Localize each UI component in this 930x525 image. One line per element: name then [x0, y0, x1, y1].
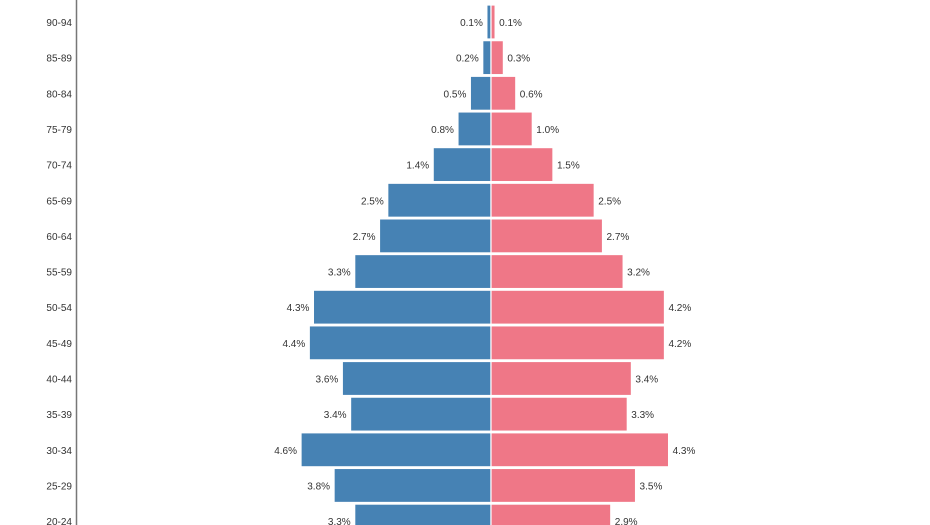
data-label: 4.4% — [282, 339, 305, 350]
right-bar — [490, 75, 517, 111]
data-label: 0.5% — [444, 89, 467, 100]
y-tick-label: 75-79 — [46, 125, 72, 136]
y-tick-label: 60-64 — [46, 232, 72, 243]
data-label: 0.1% — [499, 18, 522, 29]
y-tick-label: 85-89 — [46, 54, 72, 65]
right-bar — [490, 289, 666, 325]
y-tick-label: 25-29 — [46, 481, 72, 492]
data-label: 1.0% — [536, 125, 559, 136]
y-tick-label: 90-94 — [46, 18, 72, 29]
data-label: 0.3% — [507, 54, 530, 65]
right-bar — [490, 4, 496, 40]
data-label: 2.7% — [607, 232, 630, 243]
y-tick-label: 70-74 — [46, 161, 72, 172]
data-label: 1.5% — [557, 161, 580, 172]
data-label: 3.4% — [324, 410, 347, 421]
right-bar — [490, 182, 595, 218]
data-label: 2.5% — [361, 196, 384, 207]
y-tick-label: 45-49 — [46, 339, 72, 350]
right-bar — [490, 325, 666, 361]
data-label: 2.7% — [353, 232, 376, 243]
right-bar — [490, 147, 554, 183]
y-tick-label: 20-24 — [46, 517, 72, 525]
left-bar — [387, 182, 492, 218]
right-bar — [490, 396, 628, 432]
left-bar — [312, 289, 492, 325]
right-bar — [490, 111, 533, 147]
y-tick-label: 35-39 — [46, 410, 72, 421]
y-tick-label: 30-34 — [46, 446, 72, 457]
y-tick-label: 40-44 — [46, 375, 72, 386]
left-bar — [333, 467, 492, 504]
data-label: 3.4% — [635, 375, 658, 386]
left-bar — [354, 503, 492, 525]
data-label: 0.8% — [431, 125, 454, 136]
left-bar — [469, 75, 492, 111]
right-bar — [490, 503, 612, 525]
data-label: 0.6% — [520, 89, 543, 100]
right-bar — [490, 253, 624, 290]
y-tick-label: 55-59 — [46, 268, 72, 279]
left-bar — [378, 218, 492, 254]
right-bar — [490, 432, 670, 468]
data-label: 4.6% — [274, 446, 297, 457]
data-label: 4.2% — [668, 303, 691, 314]
right-bar — [490, 218, 604, 254]
right-bar — [490, 40, 504, 76]
data-label: 4.2% — [668, 339, 691, 350]
right-bar — [490, 467, 637, 504]
left-bar — [486, 4, 492, 40]
left-bar — [482, 40, 492, 76]
data-label: 2.5% — [598, 196, 621, 207]
data-label: 3.8% — [307, 481, 330, 492]
data-label: 4.3% — [287, 303, 310, 314]
data-label: 3.2% — [627, 268, 650, 279]
left-bar — [432, 147, 492, 183]
data-label: 3.3% — [328, 517, 351, 525]
left-bar — [349, 396, 492, 432]
data-label: 0.2% — [456, 54, 479, 65]
data-label: 3.5% — [640, 481, 663, 492]
data-label: 0.1% — [460, 18, 483, 29]
left-bar — [457, 111, 492, 147]
data-label: 4.3% — [673, 446, 696, 457]
data-label: 3.3% — [328, 268, 351, 279]
data-label: 2.9% — [615, 517, 638, 525]
left-bar — [354, 253, 492, 290]
left-bar — [308, 325, 492, 361]
y-tick-label: 80-84 — [46, 89, 72, 100]
data-label: 3.3% — [631, 410, 654, 421]
right-bar — [490, 360, 633, 397]
data-label: 1.4% — [406, 161, 429, 172]
left-bar — [300, 432, 492, 468]
data-label: 3.6% — [316, 375, 339, 386]
y-tick-label: 50-54 — [46, 303, 72, 314]
left-bar — [341, 360, 492, 397]
y-tick-label: 65-69 — [46, 196, 72, 207]
